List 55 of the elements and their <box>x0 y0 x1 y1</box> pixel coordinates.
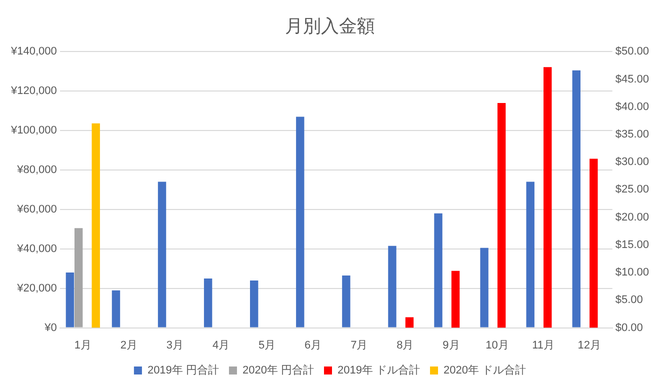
y2-tick-label: $10.00 <box>615 266 650 279</box>
y-tick-label: ¥80,000 <box>16 164 57 176</box>
x-tick-label: 9月 <box>442 339 460 352</box>
x-tick-label: 7月 <box>350 339 368 352</box>
legend-label: 2019年 ドル合計 <box>338 364 420 377</box>
chart-title: 月別入金額 <box>285 16 375 36</box>
bar <box>112 290 120 328</box>
legend-label: 2019年 円合計 <box>147 364 219 377</box>
legend-label: 2020年 円合計 <box>242 364 314 377</box>
y2-tick-label: $20.00 <box>615 211 650 224</box>
y2-tick-label: $50.00 <box>615 46 650 58</box>
y-tick-label: ¥20,000 <box>16 282 57 294</box>
bar <box>342 276 350 328</box>
bar <box>451 270 460 328</box>
bar <box>388 246 396 328</box>
y-tick-label: ¥100,000 <box>10 124 57 137</box>
bar <box>92 123 100 328</box>
bar <box>66 272 74 328</box>
y2-tick-label: $35.00 <box>615 128 650 140</box>
x-tick-label: 3月 <box>166 339 184 352</box>
x-tick-label: 11月 <box>532 339 555 352</box>
y2-tick-label: $25.00 <box>615 184 650 196</box>
bar <box>74 228 83 328</box>
x-tick-label: 10月 <box>486 339 509 352</box>
bar <box>526 182 534 328</box>
bar <box>204 278 212 328</box>
y-tick-label: ¥140,000 <box>10 46 57 58</box>
x-tick-label: 5月 <box>258 339 276 352</box>
y2-tick-label: $5.00 <box>615 294 643 306</box>
bar <box>480 248 488 328</box>
y2-tick-label: $40.00 <box>615 100 650 113</box>
bar <box>158 182 166 328</box>
x-tick-label: 2月 <box>120 339 138 352</box>
legend-label: 2020年 ドル合計 <box>444 364 526 377</box>
bar <box>497 102 506 328</box>
bar <box>572 70 580 328</box>
bar <box>590 158 598 328</box>
y2-tick-label: $30.00 <box>615 156 650 168</box>
bar <box>544 67 552 328</box>
y-tick-label: ¥0 <box>44 322 57 334</box>
x-tick-label: 4月 <box>212 339 230 352</box>
bar <box>250 280 258 328</box>
x-tick-label: 1月 <box>74 339 92 352</box>
y-tick-label: ¥40,000 <box>16 242 57 255</box>
y-tick-label: ¥60,000 <box>16 203 57 216</box>
bar <box>296 116 304 328</box>
x-tick-label: 6月 <box>304 339 322 352</box>
y2-tick-label: $45.00 <box>615 73 650 86</box>
bar <box>434 213 442 328</box>
x-tick-label: 8月 <box>396 339 414 352</box>
x-tick-label: 12月 <box>578 339 601 352</box>
y-tick-label: ¥120,000 <box>10 85 57 98</box>
bar <box>405 317 414 328</box>
y2-tick-label: $15.00 <box>615 238 650 251</box>
y2-tick-label: $0.00 <box>615 322 643 334</box>
